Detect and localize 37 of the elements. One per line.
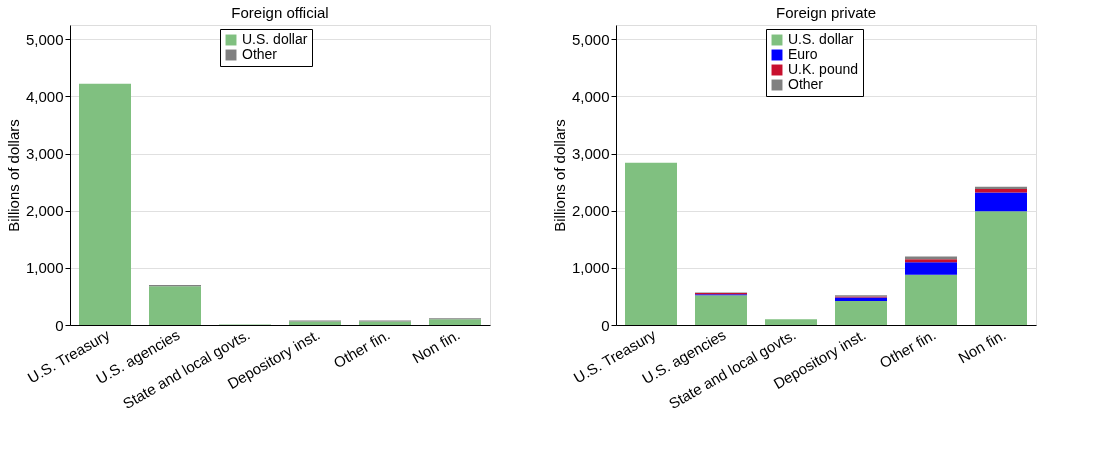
y-tick-label: 2,000 xyxy=(571,202,610,220)
y-tick-label: 5,000 xyxy=(25,30,64,48)
bar xyxy=(975,211,1027,325)
x-tick-label: Non fin. xyxy=(955,325,1009,367)
bar xyxy=(625,162,677,325)
legend-label: U.K. pound xyxy=(788,61,859,77)
y-tick-label: 0 xyxy=(55,316,64,334)
chart-title: Foreign official xyxy=(231,4,329,21)
y-tick-label: 0 xyxy=(601,316,610,334)
y-tick-label: 4,000 xyxy=(571,87,610,105)
bar xyxy=(835,301,887,325)
bar xyxy=(905,274,957,325)
legend-label: U.S. dollar xyxy=(788,31,854,47)
legend-label: Other xyxy=(242,46,278,62)
legend-label: U.S. dollar xyxy=(242,31,308,47)
bar xyxy=(975,192,1027,212)
legend-label: Other xyxy=(788,76,824,92)
bar xyxy=(429,319,481,325)
chart-title: Foreign private xyxy=(775,4,877,21)
bar xyxy=(765,319,817,325)
bar xyxy=(905,262,957,275)
bar xyxy=(149,286,201,325)
legend-label: Euro xyxy=(788,46,818,62)
y-tick-label: 4,000 xyxy=(25,87,64,105)
bar xyxy=(79,83,131,325)
x-tick-label: Other fin. xyxy=(330,325,393,372)
y-tick-label: 2,000 xyxy=(25,202,64,220)
x-tick-label: Other fin. xyxy=(876,325,939,372)
y-tick-label: 1,000 xyxy=(25,259,64,277)
y-axis-title: Billions of dollars xyxy=(4,119,22,232)
y-tick-label: 5,000 xyxy=(571,30,610,48)
x-tick-label: Non fin. xyxy=(409,325,463,367)
y-tick-label: 3,000 xyxy=(571,145,610,163)
bar xyxy=(695,295,747,325)
y-axis-title: Billions of dollars xyxy=(550,119,568,232)
y-tick-label: 3,000 xyxy=(25,145,64,163)
y-tick-label: 1,000 xyxy=(571,259,610,277)
